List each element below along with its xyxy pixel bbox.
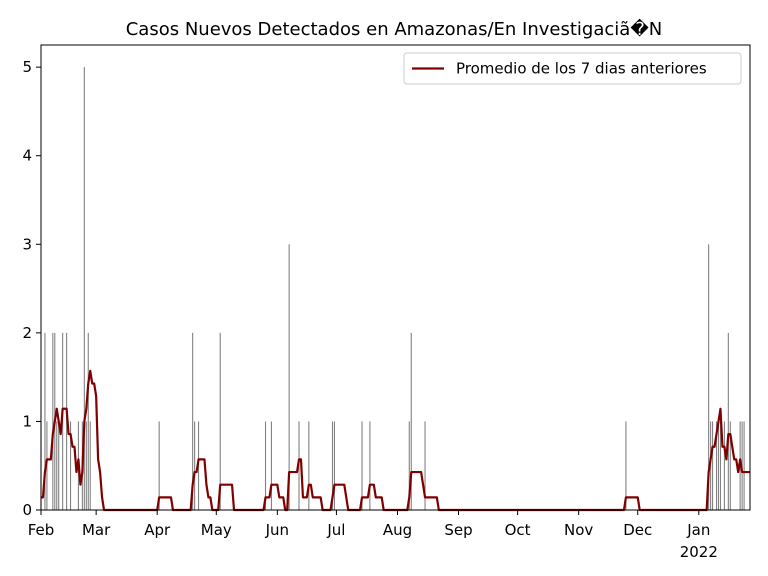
x-tick-label: Oct	[505, 521, 531, 539]
bar	[369, 421, 371, 510]
x-tick-label: Nov	[564, 521, 593, 539]
x-tick-label: Aug	[383, 521, 412, 539]
legend: Promedio de los 7 dias anteriores	[403, 52, 742, 85]
bar	[333, 421, 335, 510]
x-tick-label: Feb	[28, 521, 55, 539]
x-tick-label: Dec	[623, 521, 652, 539]
bar	[331, 421, 334, 510]
x-tick-label: May	[201, 521, 232, 539]
x-tick-label: Jan	[686, 521, 710, 539]
bar	[708, 244, 710, 511]
bar	[89, 421, 91, 510]
bar	[723, 421, 725, 510]
chart-title: Casos Nuevos Detectados en Amazonas/En I…	[126, 18, 663, 40]
bar	[44, 332, 46, 510]
moving-average-line	[41, 369, 750, 512]
legend-box	[403, 52, 742, 85]
bar	[58, 421, 60, 510]
bar	[83, 67, 85, 510]
bar	[712, 421, 714, 510]
plot-frame	[40, 44, 751, 511]
bar	[715, 421, 718, 510]
bar	[308, 421, 310, 510]
bar	[158, 421, 160, 510]
bar	[70, 421, 72, 510]
bar	[727, 332, 729, 510]
y-tick-label: 1	[22, 412, 32, 430]
bar	[424, 421, 426, 510]
x-tick-label: Jun	[265, 521, 289, 539]
bar	[410, 332, 412, 510]
bar	[264, 421, 267, 510]
bar	[729, 421, 731, 510]
bar	[408, 421, 410, 510]
y-tick-label: 0	[22, 501, 32, 519]
bar	[288, 244, 290, 511]
x-tick-label: Jul	[326, 521, 345, 539]
bar	[52, 332, 54, 510]
bar	[194, 421, 196, 510]
bar	[192, 332, 194, 510]
bar	[743, 421, 745, 510]
x-tick-sublabel: 2022	[680, 543, 718, 561]
x-tick-label: Mar	[82, 521, 111, 539]
y-tick-label: 2	[22, 324, 32, 342]
y-tick-label: 3	[22, 235, 32, 253]
y-tick-label: 4	[22, 147, 32, 165]
bar	[625, 421, 627, 510]
axes: 0 1 2 3 4 5 Feb Mar Apr May Jun Jul Aug Sep Oct Nov Dec J…	[22, 44, 751, 561]
bar	[717, 421, 720, 510]
bar	[270, 421, 272, 510]
x-tick-label: Apr	[144, 521, 171, 539]
y-tick-label: 5	[22, 58, 32, 76]
bar	[87, 332, 89, 510]
bar	[56, 421, 58, 510]
bar	[219, 332, 221, 510]
bar	[85, 421, 87, 510]
legend-label: Promedio de los 7 dias anteriores	[456, 60, 707, 78]
bar	[361, 421, 363, 510]
x-tick-label: Sep	[444, 521, 472, 539]
bar	[719, 421, 721, 510]
bar-layer	[40, 67, 745, 511]
